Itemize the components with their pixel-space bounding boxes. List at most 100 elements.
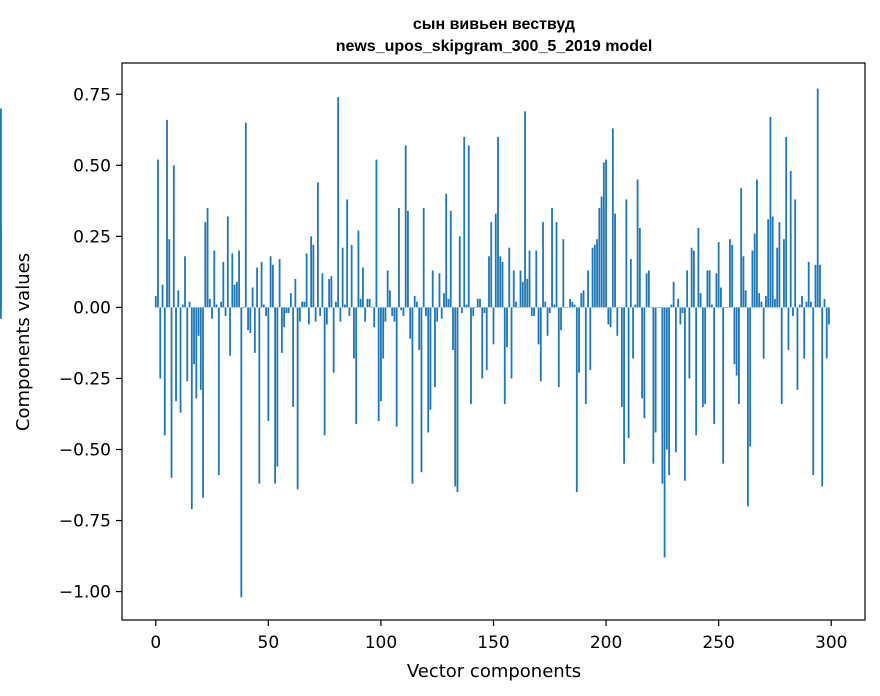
- bar: [625, 199, 628, 308]
- bar: [765, 296, 767, 308]
- bar: [738, 307, 740, 405]
- bar: [483, 307, 486, 314]
- bar: [607, 307, 610, 325]
- bar: [386, 270, 389, 308]
- bar: [787, 307, 790, 351]
- bar: [706, 270, 709, 308]
- bar: [193, 307, 195, 365]
- bar: [334, 301, 337, 308]
- bar: [298, 307, 301, 322]
- bar: [179, 307, 182, 413]
- bar: [774, 298, 776, 308]
- x-tick-label: 300: [815, 633, 847, 653]
- bar: [665, 307, 668, 450]
- bar: [778, 222, 781, 308]
- bar: [535, 250, 538, 308]
- bar: [170, 307, 173, 478]
- bar: [544, 301, 547, 308]
- x-tick-label: 50: [258, 633, 280, 653]
- bar: [753, 233, 756, 308]
- y-axis-ticks: −1.00 −0.75 −0.50 −0.25 0.00 0.25 0.50 0.75: [59, 85, 122, 603]
- bar: [792, 307, 794, 316]
- bar: [825, 307, 828, 359]
- bar: [422, 207, 425, 308]
- bar: [0, 224, 2, 308]
- bar: [771, 216, 774, 308]
- bar: [566, 307, 569, 308]
- bar: [627, 307, 630, 439]
- bar: [355, 307, 358, 424]
- bar: [323, 307, 326, 436]
- bar: [467, 145, 470, 308]
- bar: [211, 307, 213, 319]
- bar: [616, 307, 619, 336]
- bar: [350, 244, 353, 308]
- bar: [398, 207, 400, 308]
- bar: [274, 307, 276, 484]
- bar: [562, 239, 565, 308]
- bar: [720, 287, 722, 308]
- bar: [801, 296, 803, 308]
- bar: [497, 136, 499, 308]
- x-tick-label: 200: [590, 633, 622, 653]
- bar: [199, 307, 202, 390]
- bar: [296, 307, 299, 490]
- bar: [389, 290, 391, 308]
- bar: [683, 307, 686, 481]
- bar: [715, 273, 718, 308]
- bar: [508, 247, 511, 308]
- bar: [611, 128, 614, 308]
- bar: [512, 270, 515, 308]
- bar: [287, 307, 290, 314]
- bar: [812, 307, 815, 476]
- bar: [184, 256, 186, 308]
- x-tick-label: 250: [702, 633, 734, 653]
- bar: [202, 307, 204, 498]
- bar: [188, 301, 191, 308]
- bar: [481, 307, 484, 379]
- bar: [643, 307, 646, 419]
- bar: [458, 236, 461, 308]
- bar: [726, 307, 729, 308]
- bar: [647, 270, 650, 308]
- bar: [503, 307, 506, 405]
- bar: [461, 307, 463, 314]
- bar: [740, 188, 743, 308]
- bar: [485, 307, 488, 370]
- chart-subtitle: news_upos_skipgram_300_5_2019 model: [336, 38, 653, 55]
- bar: [821, 307, 824, 487]
- bar: [425, 307, 427, 316]
- bar: [555, 222, 558, 308]
- bar: [783, 239, 785, 308]
- bar: [208, 298, 211, 308]
- bar: [517, 307, 520, 308]
- bar: [431, 270, 434, 308]
- bar: [364, 307, 367, 322]
- bar: [731, 244, 734, 308]
- bar: [652, 307, 655, 464]
- bar: [591, 247, 594, 308]
- bar: [744, 290, 747, 308]
- bar: [292, 307, 295, 407]
- bar: [521, 281, 524, 308]
- bar: [280, 307, 283, 353]
- bar: [377, 307, 380, 422]
- bar: [316, 182, 319, 308]
- bar: [175, 307, 177, 402]
- bar: [634, 304, 637, 308]
- bar: [454, 307, 457, 487]
- bar: [501, 261, 504, 308]
- bar: [238, 250, 240, 308]
- bar: [166, 119, 168, 308]
- bar: [344, 304, 346, 308]
- bar: [670, 304, 673, 308]
- bar: [762, 307, 765, 359]
- bar: [181, 304, 184, 308]
- bar: [332, 307, 335, 373]
- bar: [571, 301, 574, 308]
- bar: [690, 247, 693, 308]
- bar: [539, 307, 542, 382]
- bar: [688, 307, 691, 379]
- bar: [186, 307, 189, 382]
- bar: [654, 307, 657, 433]
